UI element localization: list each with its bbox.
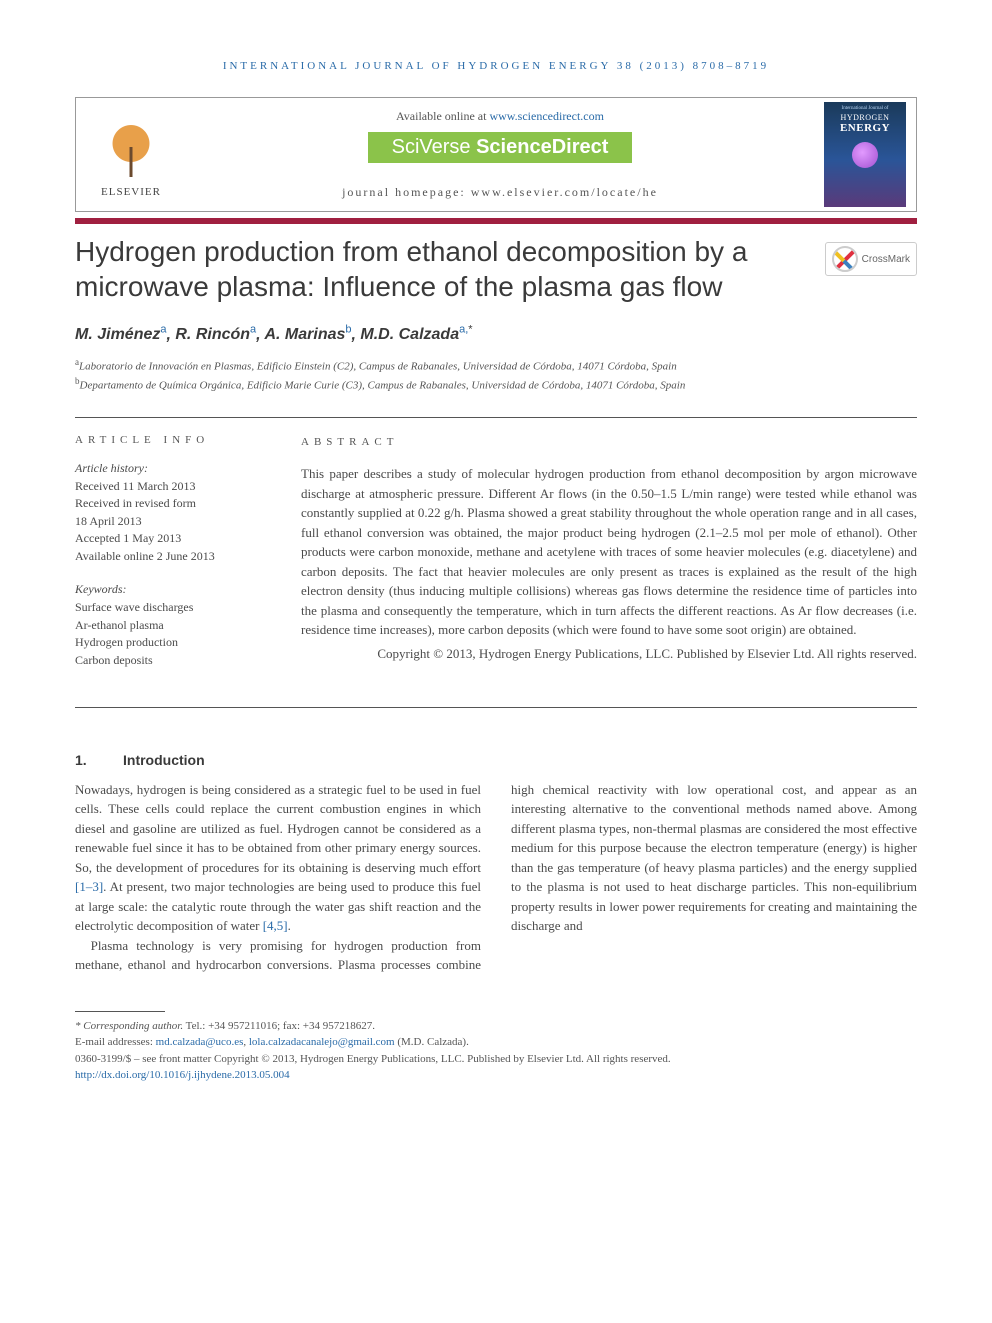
history-line: Received 11 March 2013 (75, 478, 265, 495)
keywords: Keywords: Surface wave discharges Ar-eth… (75, 581, 265, 669)
journal-banner: ELSEVIER Available online at www.science… (75, 97, 917, 212)
history-line: Accepted 1 May 2013 (75, 530, 265, 547)
keyword: Hydrogen production (75, 634, 265, 651)
doi-link[interactable]: http://dx.doi.org/10.1016/j.ijhydene.201… (75, 1069, 290, 1081)
cover-graphic-icon (852, 142, 878, 168)
citation-link[interactable]: [1–3] (75, 879, 103, 894)
affiliation: aLaboratorio de Innovación en Plasmas, E… (75, 356, 807, 375)
info-abstract-row: ARTICLE INFO Article history: Received 1… (75, 434, 917, 685)
footer: * Corresponding author. Tel.: +34 957211… (75, 1018, 917, 1084)
available-prefix: Available online at (396, 109, 489, 123)
email-line: E-mail addresses: md.calzada@uco.es, lol… (75, 1034, 917, 1051)
author: M.D. Calzadaa,* (360, 326, 472, 343)
author: R. Rincóna (175, 326, 256, 343)
keyword: Surface wave discharges (75, 599, 265, 616)
crossmark-badge[interactable]: CrossMark (825, 242, 917, 276)
footnote-rule (75, 1011, 165, 1012)
author: A. Marinasb (264, 326, 351, 343)
email-link[interactable]: lola.calzadacanalejo@gmail.com (249, 1036, 395, 1048)
sciverse-prefix: SciVerse (392, 136, 476, 158)
history-line: 18 April 2013 (75, 513, 265, 530)
article-info-heading: ARTICLE INFO (75, 434, 265, 446)
article-info: ARTICLE INFO Article history: Received 1… (75, 434, 265, 685)
sciverse-logo: SciVerse ScienceDirect (368, 132, 633, 163)
cover-title-1: HYDROGEN (826, 113, 904, 122)
history-label: Article history: (75, 460, 265, 477)
email-link[interactable]: md.calzada@uco.es (156, 1036, 244, 1048)
banner-center: Available online at www.sciencedirect.co… (176, 109, 824, 200)
running-header: INTERNATIONAL JOURNAL OF HYDROGEN ENERGY… (75, 60, 917, 72)
abstract-heading: ABSTRACT (301, 434, 917, 451)
abstract-copyright: Copyright © 2013, Hydrogen Energy Public… (301, 644, 917, 664)
keyword: Carbon deposits (75, 652, 265, 669)
divider (75, 417, 917, 418)
body-text: Nowadays, hydrogen is being considered a… (75, 780, 917, 975)
cover-title-2: ENERGY (826, 122, 904, 134)
sciverse-bold: ScienceDirect (476, 136, 608, 158)
divider (75, 707, 917, 708)
elsevier-tree-icon (96, 112, 166, 182)
section-heading: 1.Introduction (75, 752, 917, 768)
journal-cover-thumbnail: International Journal of HYDROGEN ENERGY (824, 102, 906, 207)
author-list: M. Jiméneza, R. Rincóna, A. Marinasb, M.… (75, 324, 807, 344)
author: M. Jiméneza (75, 326, 166, 343)
citation-link[interactable]: [4,5] (263, 918, 288, 933)
section-title: Introduction (123, 752, 205, 768)
history-line: Received in revised form (75, 495, 265, 512)
paragraph: Nowadays, hydrogen is being considered a… (75, 780, 481, 936)
article-title: Hydrogen production from ethanol decompo… (75, 234, 807, 304)
abstract: ABSTRACT This paper describes a study of… (301, 434, 917, 685)
section-number: 1. (75, 752, 123, 768)
affiliations: aLaboratorio de Innovación en Plasmas, E… (75, 356, 807, 394)
journal-homepage: journal homepage: www.elsevier.com/locat… (196, 185, 804, 200)
keywords-label: Keywords: (75, 581, 265, 598)
keyword: Ar-ethanol plasma (75, 617, 265, 634)
affiliation: bDepartamento de Química Orgánica, Edifi… (75, 375, 807, 394)
corresponding-author: * Corresponding author. Tel.: +34 957211… (75, 1018, 917, 1035)
elsevier-label: ELSEVIER (101, 186, 161, 198)
abstract-text: This paper describes a study of molecula… (301, 464, 917, 640)
available-online: Available online at www.sciencedirect.co… (196, 109, 804, 124)
header-rule (75, 218, 917, 224)
crossmark-label: CrossMark (862, 254, 910, 265)
sciencedirect-link[interactable]: www.sciencedirect.com (489, 109, 604, 123)
history-line: Available online 2 June 2013 (75, 548, 265, 565)
cover-small-text: International Journal of (826, 106, 904, 111)
crossmark-icon (832, 246, 858, 272)
issn-line: 0360-3199/$ – see front matter Copyright… (75, 1051, 917, 1068)
article-history: Article history: Received 11 March 2013 … (75, 460, 265, 565)
elsevier-logo: ELSEVIER (86, 105, 176, 205)
article-header: CrossMark Hydrogen production from ethan… (75, 234, 917, 395)
